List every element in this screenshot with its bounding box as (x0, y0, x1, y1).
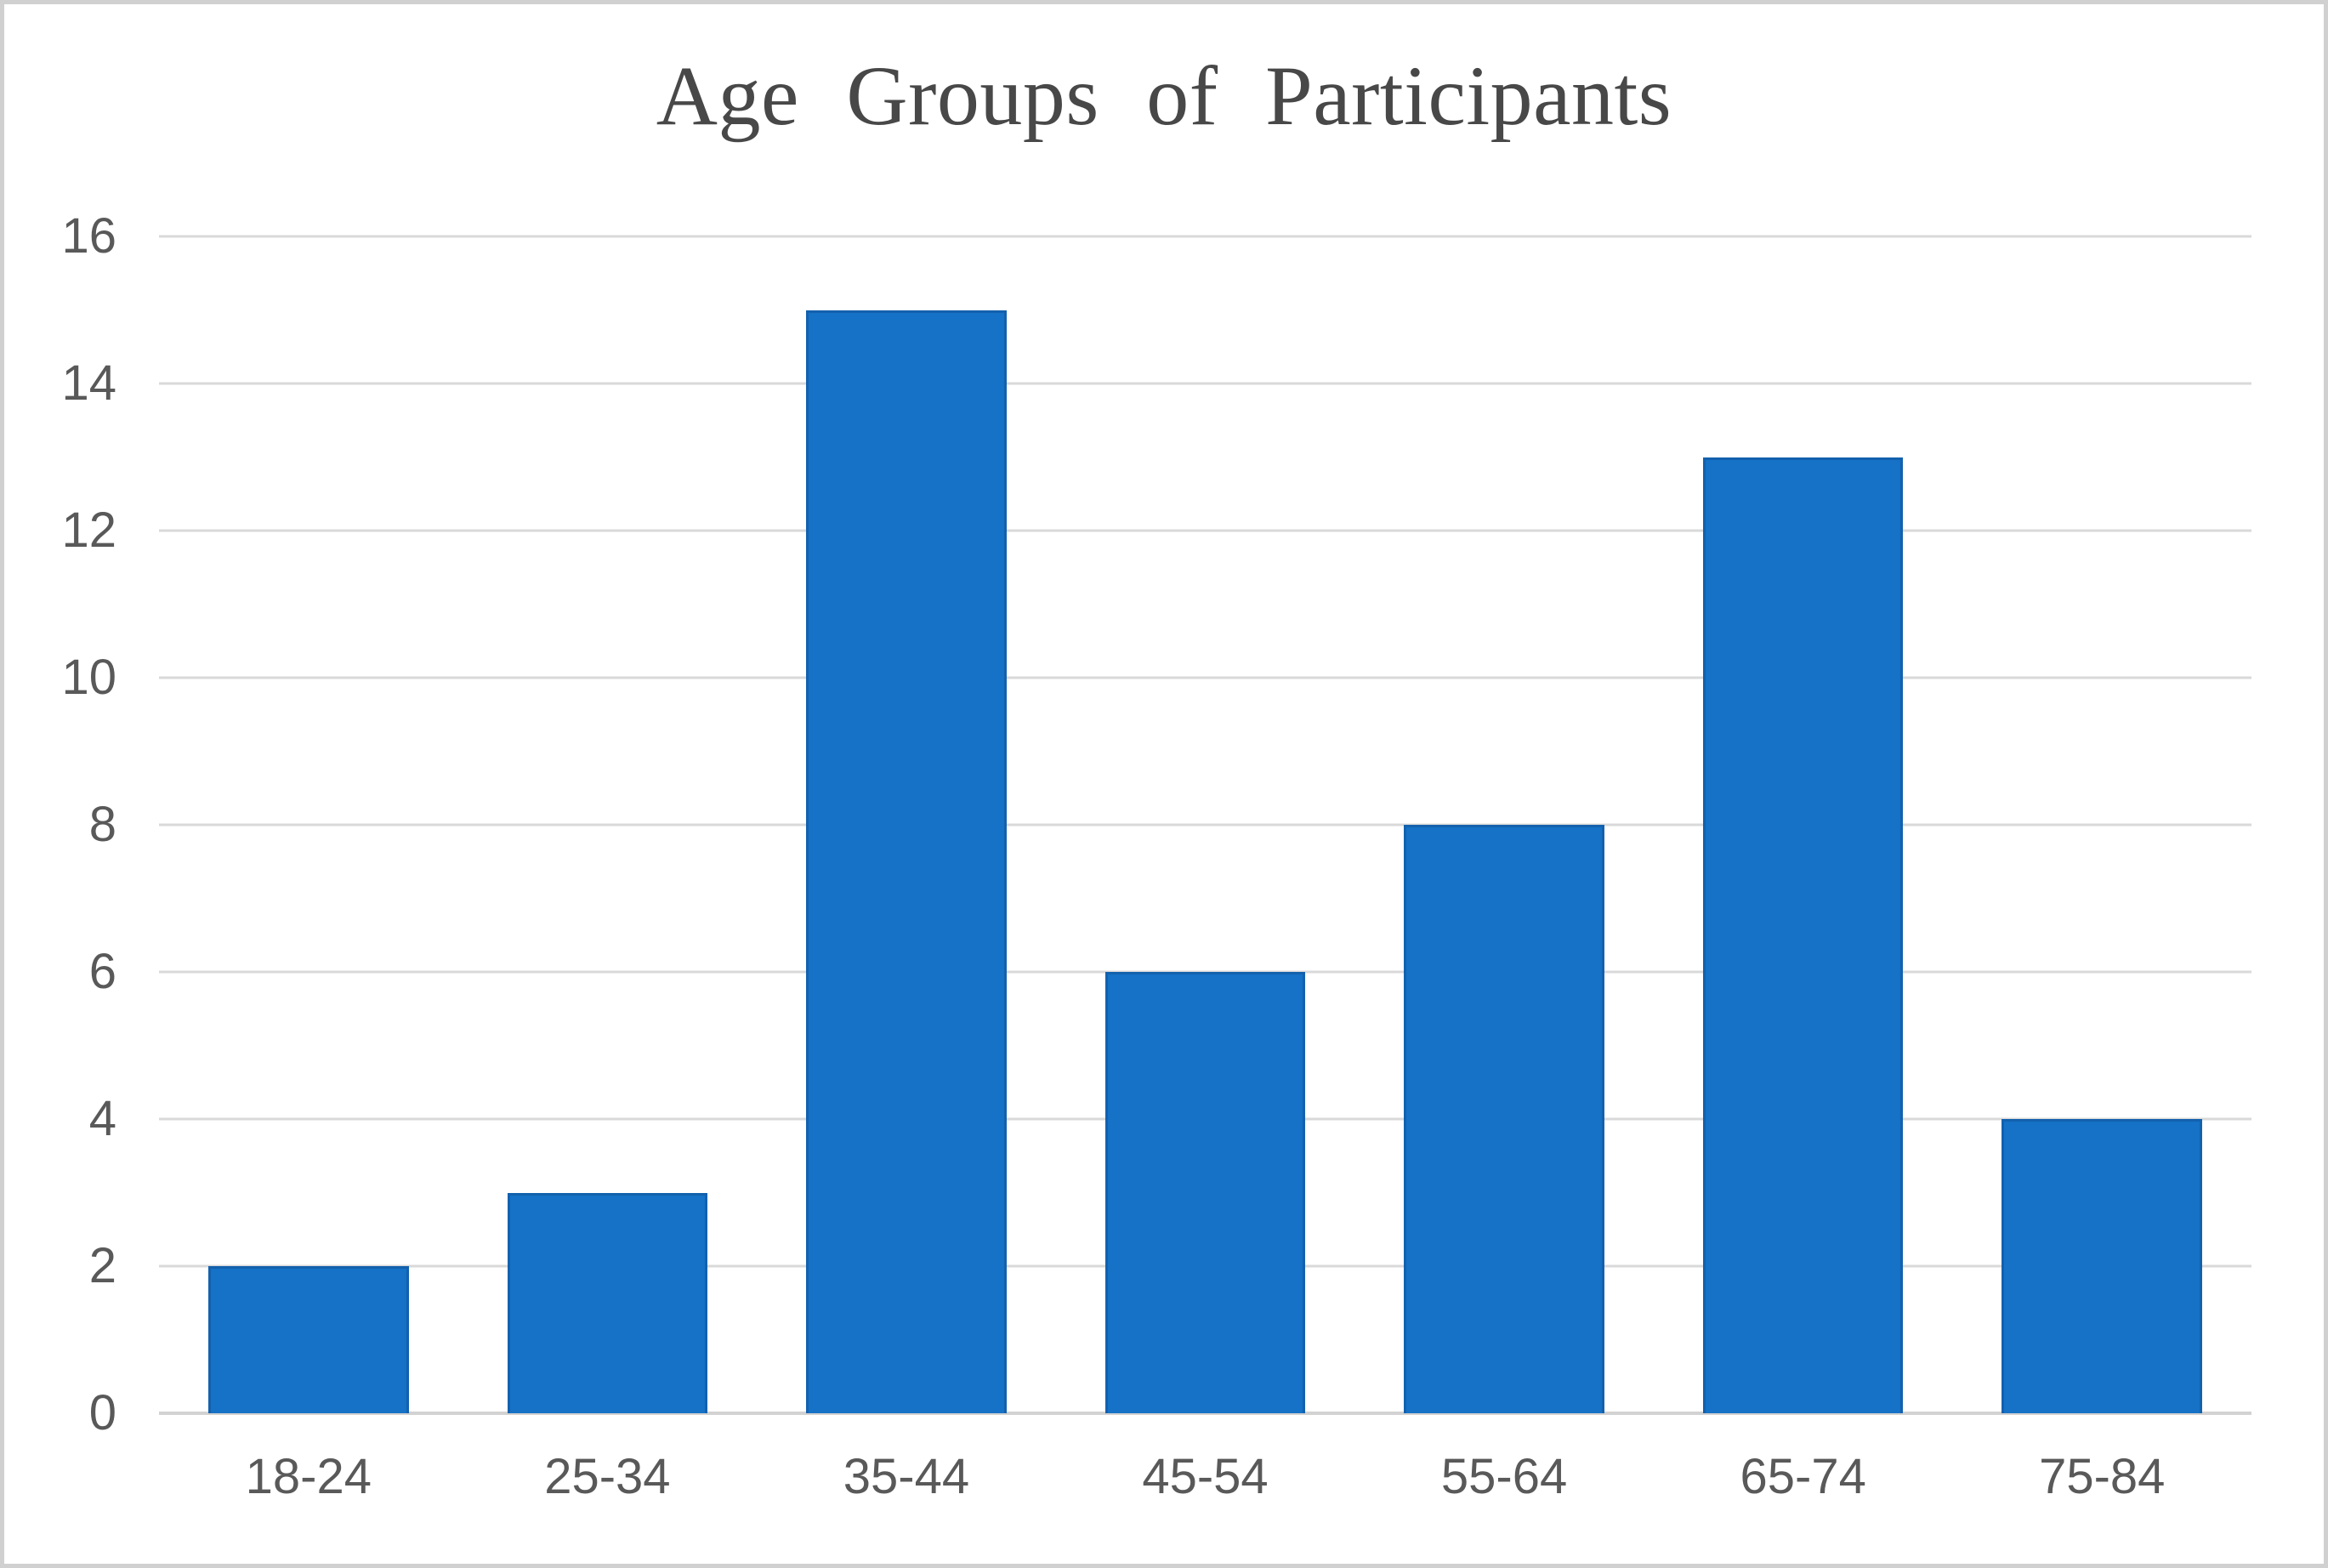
x-axis-line (159, 1412, 2251, 1415)
bar-slot (159, 236, 458, 1413)
y-axis: 0 2 4 6 8 10 12 14 16 (4, 212, 116, 1438)
bar-45-54 (1104, 972, 1306, 1413)
x-axis-category-label: 65-74 (1740, 1449, 1866, 1504)
bars-container (159, 236, 2251, 1413)
y-axis-tick-label: 2 (88, 1238, 116, 1293)
x-axis-category-label: 45-54 (1142, 1449, 1269, 1504)
gridline (159, 529, 2251, 532)
bar-65-74 (1702, 457, 1904, 1413)
y-axis-tick-label: 10 (61, 650, 116, 705)
y-axis-tick-label: 8 (88, 797, 116, 852)
bar-slot (1952, 236, 2251, 1413)
y-axis-tick-label: 12 (61, 503, 116, 558)
y-axis-tick-label: 6 (88, 944, 116, 999)
x-axis: 18-24 25-34 35-44 45-54 55-64 65-74 75-84 (159, 1447, 2251, 1507)
bar-slot (1056, 236, 1355, 1413)
bar-75-84 (2002, 1119, 2203, 1413)
bar-55-64 (1404, 825, 1604, 1413)
gridline (159, 823, 2251, 827)
x-axis-category-label: 18-24 (245, 1449, 372, 1504)
y-axis-tick-label: 14 (61, 355, 116, 411)
x-axis-category-label: 25-34 (544, 1449, 671, 1504)
chart-title: Age Groups of Participants (656, 48, 1672, 143)
y-axis-tick-label: 4 (88, 1091, 116, 1146)
x-axis-category-label: 75-84 (2039, 1449, 2166, 1504)
gridline (159, 676, 2251, 679)
y-axis-tick-label: 0 (88, 1385, 116, 1440)
bar-slot (1354, 236, 1654, 1413)
bar-35-44 (806, 310, 1007, 1413)
y-axis-tick-label: 16 (61, 208, 116, 264)
gridline (159, 235, 2251, 238)
x-axis-category-label: 35-44 (843, 1449, 970, 1504)
gridline (159, 382, 2251, 385)
bar-slot (1654, 236, 1953, 1413)
bar-18-24 (208, 1266, 409, 1413)
plot-area (159, 235, 2251, 1415)
bar-25-34 (507, 1192, 708, 1413)
bar-slot (757, 236, 1056, 1413)
bar-slot (458, 236, 758, 1413)
x-axis-category-label: 55-64 (1440, 1449, 1568, 1504)
